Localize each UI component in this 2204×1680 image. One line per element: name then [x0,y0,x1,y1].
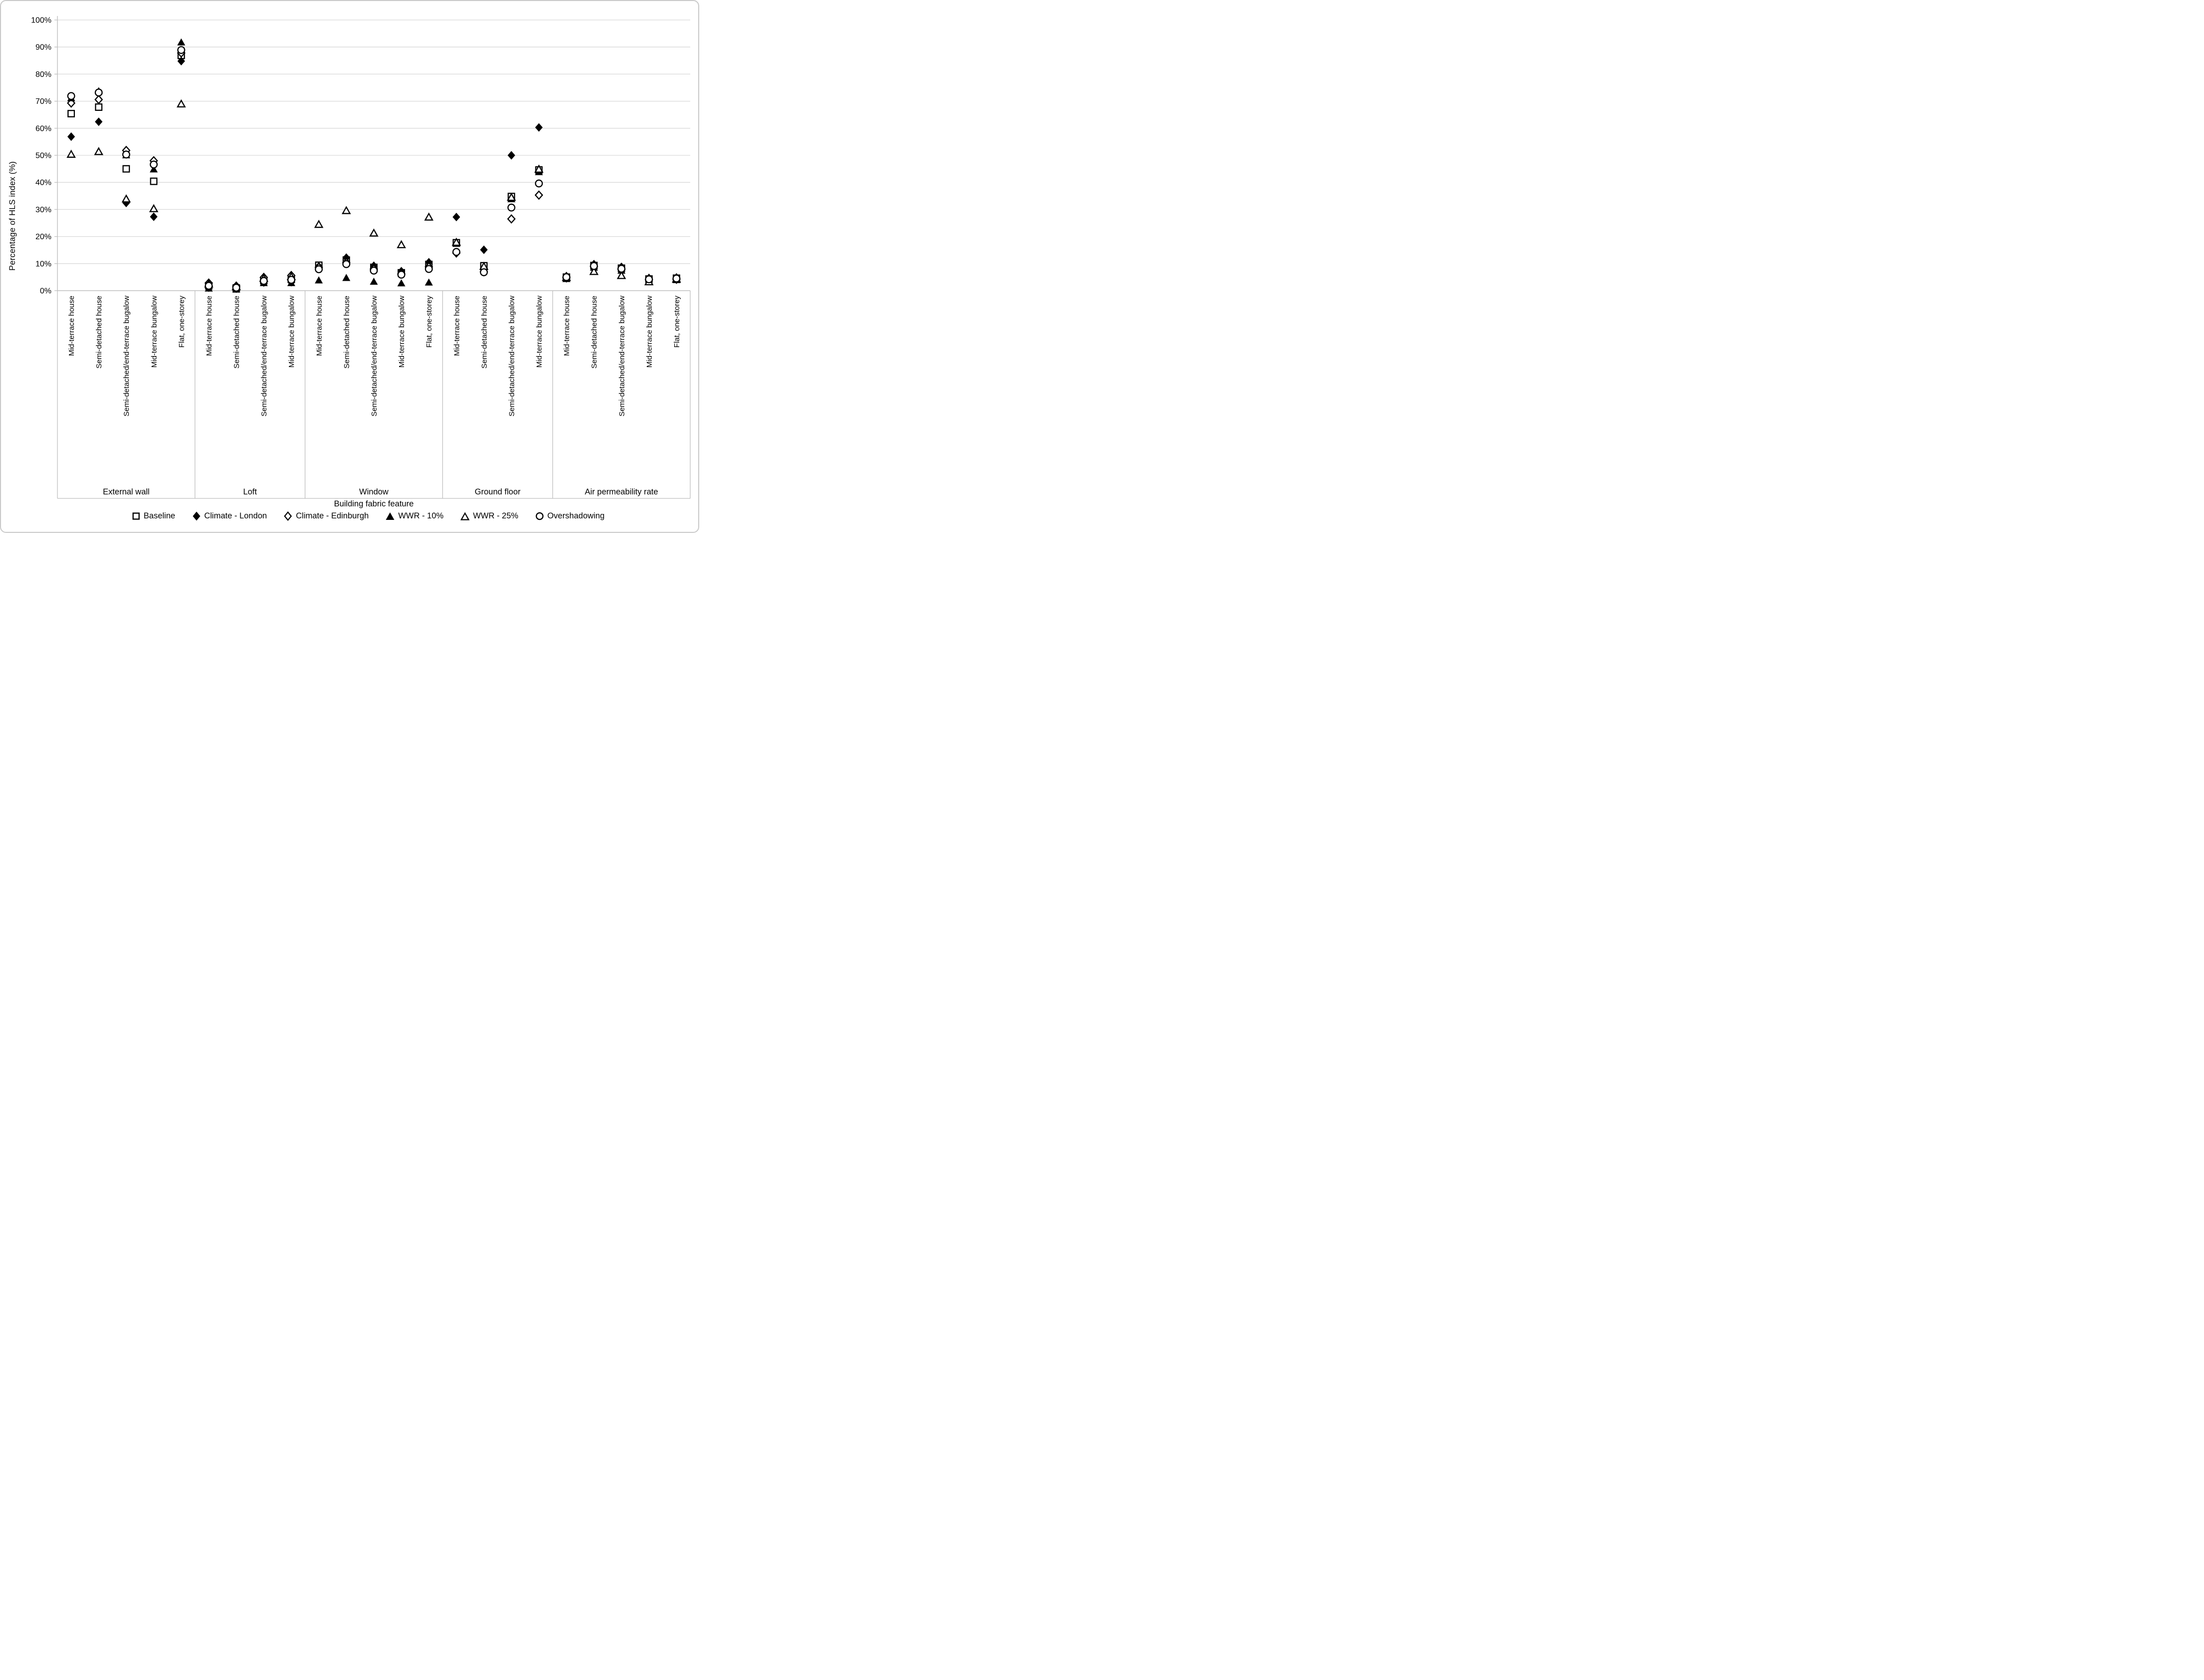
category-label: Semi-detached/end-terrace bugalow [370,296,379,417]
filled-triangle-icon [386,512,395,520]
category-label: Mid-terrace bungalow [150,296,158,368]
group-label: Air permeability rate [585,487,658,496]
category-label: Semi-detached/end-terrace bugalow [122,296,131,417]
open-circle-icon [535,512,544,520]
series-climate-london [67,56,681,293]
legend-item-climate-edinburgh: Climate - Edinburgh [284,511,369,521]
category-label: Flat, one-storey [177,296,186,348]
category-axis: Mid-terrace house Semi-detached house Semi… [57,291,691,499]
category-label: Mid-terrace house [563,296,571,356]
y-tick-label: 60% [35,124,51,133]
category-label: Mid-terrace bungalow [535,296,544,368]
y-tick-label: 0% [40,287,51,296]
legend-label: Climate - Edinburgh [296,511,369,520]
legend-label: Baseline [143,511,175,520]
y-tick-label: 30% [35,206,51,214]
legend-item-wwr-10: WWR - 10% [386,511,443,521]
category-label: Mid-terrace house [315,296,324,356]
gridlines: 0% 10% 20% 30% 40% 50% 60% 70% 80% 90% 100% [31,16,690,296]
category-label: Semi-detached house [233,296,241,369]
y-tick-label: 50% [35,152,51,160]
series-climate-edinburgh [66,48,681,291]
y-tick-label: 40% [35,179,51,187]
series-wwr-25- [66,99,681,291]
series-overshadowing [67,46,681,292]
series-wwr-10- [67,38,681,293]
y-tick-label: 100% [31,16,51,25]
y-tick-label: 20% [35,233,51,241]
category-label: Semi-detached house [590,296,599,369]
group-label: External wall [103,487,150,496]
legend-item-climate-london: Climate - London [192,511,267,521]
category-label: Mid-terrace bungalow [288,296,296,368]
category-label: Flat, one-storey [673,296,681,348]
open-diamond-icon [284,511,292,521]
y-tick-label: 10% [35,260,51,268]
category-label: Mid-terrace bungalow [645,296,654,368]
legend-item-wwr-25: WWR - 25% [460,511,518,521]
category-label: Semi-detached/end-terrace bugalow [618,296,626,417]
group-label: Ground floor [475,487,521,496]
chart-svg: 0% 10% 20% 30% 40% 50% 60% 70% 80% 90% 100% Mid-ter… [31,16,691,499]
chart-frame: 0% 10% 20% 30% 40% 50% 60% 70% 80% 90% 100% Mid-ter… [0,0,699,533]
legend-label: WWR - 25% [473,511,518,520]
category-label: Semi-detached house [480,296,488,369]
category-label: Semi-detached/end-terrace bugalow [507,296,516,417]
filled-diamond-icon [192,511,200,521]
group-label: Loft [243,487,257,496]
category-label: Semi-detached house [95,296,103,369]
legend-item-baseline: Baseline [132,511,175,521]
legend-label: Climate - London [204,511,267,520]
legend-label: Overshadowing [547,511,605,520]
x-axis-title: Building fabric feature [334,499,414,508]
open-triangle-icon [460,512,470,520]
y-axis-title: Percentage of HLS index (%) [8,161,17,271]
legend-item-overshadowing: Overshadowing [535,511,605,521]
group-label: Window [359,487,389,496]
legend: Baseline Climate - London Climate - Edin… [46,511,690,521]
y-tick-label: 90% [35,43,51,52]
legend-label: WWR - 10% [398,511,444,520]
category-label: Mid-terrace house [205,296,213,356]
open-square-icon [132,512,140,520]
category-label: Flat, one-storey [425,296,434,348]
category-label: Mid-terrace house [67,296,76,356]
category-label: Semi-detached/end-terrace bugalow [260,296,269,417]
y-tick-label: 70% [35,97,51,106]
category-label: Mid-terrace house [452,296,461,356]
y-tick-label: 80% [35,70,51,79]
category-label: Mid-terrace bungalow [398,296,406,368]
series-baseline [67,51,680,292]
category-label: Semi-detached house [343,296,351,369]
